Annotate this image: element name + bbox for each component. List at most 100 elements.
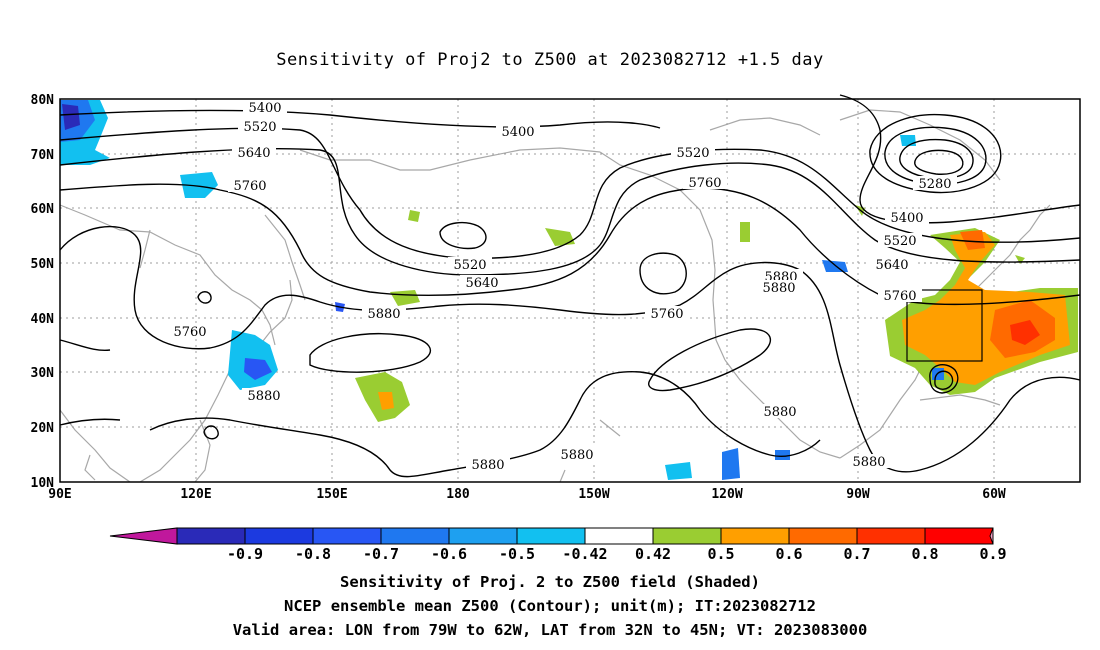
svg-text:5760: 5760 — [173, 325, 206, 340]
contour-label: 5880 — [847, 454, 891, 470]
contour-label: 5880 — [466, 457, 510, 473]
colorbar-tick-label: 0.7 — [843, 545, 870, 563]
contour-label: 5640 — [460, 275, 504, 291]
colorbar-end-low — [109, 527, 178, 545]
colorbar-swatch — [788, 527, 858, 545]
svg-text:5640: 5640 — [237, 146, 270, 161]
svg-text:5880: 5880 — [762, 281, 795, 296]
contour-labels: 5400 5520 5640 5760 5400 5520 5760 5280 … — [168, 100, 957, 473]
svg-text:5880: 5880 — [471, 458, 504, 473]
svg-text:5400: 5400 — [501, 125, 534, 140]
lat-label: 30N — [31, 366, 55, 381]
colorbar-swatch — [176, 527, 246, 545]
contour-label: 5880 — [758, 404, 802, 420]
lat-label: 10N — [31, 476, 55, 491]
lat-label: 20N — [31, 421, 55, 436]
colorbar-tick-label: -0.5 — [499, 545, 535, 563]
colorbar-swatch — [380, 527, 450, 545]
caption-line-1: Sensitivity of Proj. 2 to Z500 field (Sh… — [340, 573, 760, 591]
contour-label: 5880 — [757, 280, 801, 296]
map-frame — [59, 98, 1081, 483]
contour-label: 5640 — [870, 257, 914, 273]
svg-text:5400: 5400 — [890, 211, 923, 226]
contour-label: 5400 — [885, 210, 929, 226]
colorbar-tick-label: -0.8 — [295, 545, 331, 563]
lat-label: 40N — [31, 312, 55, 327]
contour-label: 5520 — [671, 145, 715, 161]
svg-text:5640: 5640 — [875, 258, 908, 273]
svg-text:5520: 5520 — [883, 234, 916, 249]
lat-label: 60N — [31, 202, 55, 217]
contour-label: 5400 — [496, 124, 540, 140]
colorbar-swatch — [516, 527, 586, 545]
lon-label: 120E — [180, 487, 211, 502]
svg-text:5880: 5880 — [852, 455, 885, 470]
colorbar-tick-label: 0.9 — [979, 545, 1006, 563]
lat-label: 70N — [31, 148, 55, 163]
contour-label: 5880 — [362, 306, 406, 322]
colorbar-swatch — [924, 527, 994, 545]
lat-label: 80N — [31, 93, 55, 108]
svg-text:5520: 5520 — [243, 120, 276, 135]
colorbar-tick-label: 0.42 — [635, 545, 671, 563]
svg-text:5760: 5760 — [650, 307, 683, 322]
colorbar: -0.9 -0.8 -0.7 -0.6 -0.5 -0.42 0.42 0.5 0.6 0.7 0.… — [109, 527, 1007, 563]
svg-text:5760: 5760 — [688, 176, 721, 191]
lon-label: 150W — [578, 487, 609, 502]
colorbar-swatch — [652, 527, 722, 545]
coastlines — [59, 109, 1051, 483]
lon-label: 180 — [446, 487, 470, 502]
colorbar-end-high — [989, 527, 994, 545]
contour-label: 5760 — [228, 178, 272, 194]
lon-label: 90W — [846, 487, 870, 502]
contour-label: 5760 — [168, 324, 212, 340]
lon-label: 120W — [711, 487, 742, 502]
lat-label: 50N — [31, 257, 55, 272]
svg-text:5760: 5760 — [233, 179, 266, 194]
contour-label: 5520 — [878, 233, 922, 249]
colorbar-tick-label: -0.6 — [431, 545, 467, 563]
contour-label: 5760 — [683, 175, 727, 191]
colorbar-tick-label: -0.7 — [363, 545, 399, 563]
caption-line-3: Valid area: LON from 79W to 62W, LAT fro… — [232, 621, 868, 639]
colorbar-tick-label: -0.9 — [227, 545, 263, 563]
contour-label: 5280 — [913, 176, 957, 192]
z500-contours — [59, 94, 1081, 478]
contour-label: 5880 — [242, 388, 286, 404]
colorbar-tick-label: 0.5 — [707, 545, 734, 563]
svg-text:5640: 5640 — [465, 276, 498, 291]
valid-area-box — [906, 289, 983, 362]
lon-label: 90E — [48, 487, 71, 502]
lon-label: 60W — [982, 487, 1006, 502]
contour-label: 5400 — [243, 100, 287, 116]
svg-text:5760: 5760 — [883, 289, 916, 304]
caption-line-2: NCEP ensemble mean Z500 (Contour); unit(… — [284, 597, 816, 615]
colorbar-swatch — [448, 527, 518, 545]
map-plot-area: 5400 5520 5640 5760 5400 5520 5760 5280 … — [59, 94, 1081, 483]
lon-label: 150E — [316, 487, 347, 502]
contour-label: 5760 — [878, 288, 922, 304]
svg-text:5880: 5880 — [367, 307, 400, 322]
colorbar-swatch — [312, 527, 382, 545]
svg-text:5520: 5520 — [453, 258, 486, 273]
colorbar-swatch — [584, 527, 654, 545]
svg-text:5880: 5880 — [560, 448, 593, 463]
colorbar-swatch — [720, 527, 790, 545]
colorbar-tick-label: 0.8 — [911, 545, 938, 563]
svg-text:5880: 5880 — [763, 405, 796, 420]
contour-label: 5760 — [645, 306, 689, 322]
colorbar-swatch — [244, 527, 314, 545]
lon-axis-labels: 90E 120E 150E 180 150W 120W 90W 60W — [48, 487, 1006, 502]
contour-label: 5520 — [238, 119, 282, 135]
colorbar-tick-label: -0.42 — [562, 545, 607, 563]
contour-label: 5520 — [448, 257, 492, 273]
colorbar-swatch — [856, 527, 926, 545]
contour-label: 5880 — [555, 447, 599, 463]
lat-axis-labels: 80N 70N 60N 50N 40N 30N 20N 10N — [31, 93, 55, 491]
contour-label: 5640 — [232, 145, 276, 161]
svg-text:5280: 5280 — [918, 177, 951, 192]
svg-text:5520: 5520 — [676, 146, 709, 161]
colorbar-tick-label: 0.6 — [775, 545, 802, 563]
chart-title: Sensitivity of Proj2 to Z500 at 20230827… — [276, 50, 824, 70]
